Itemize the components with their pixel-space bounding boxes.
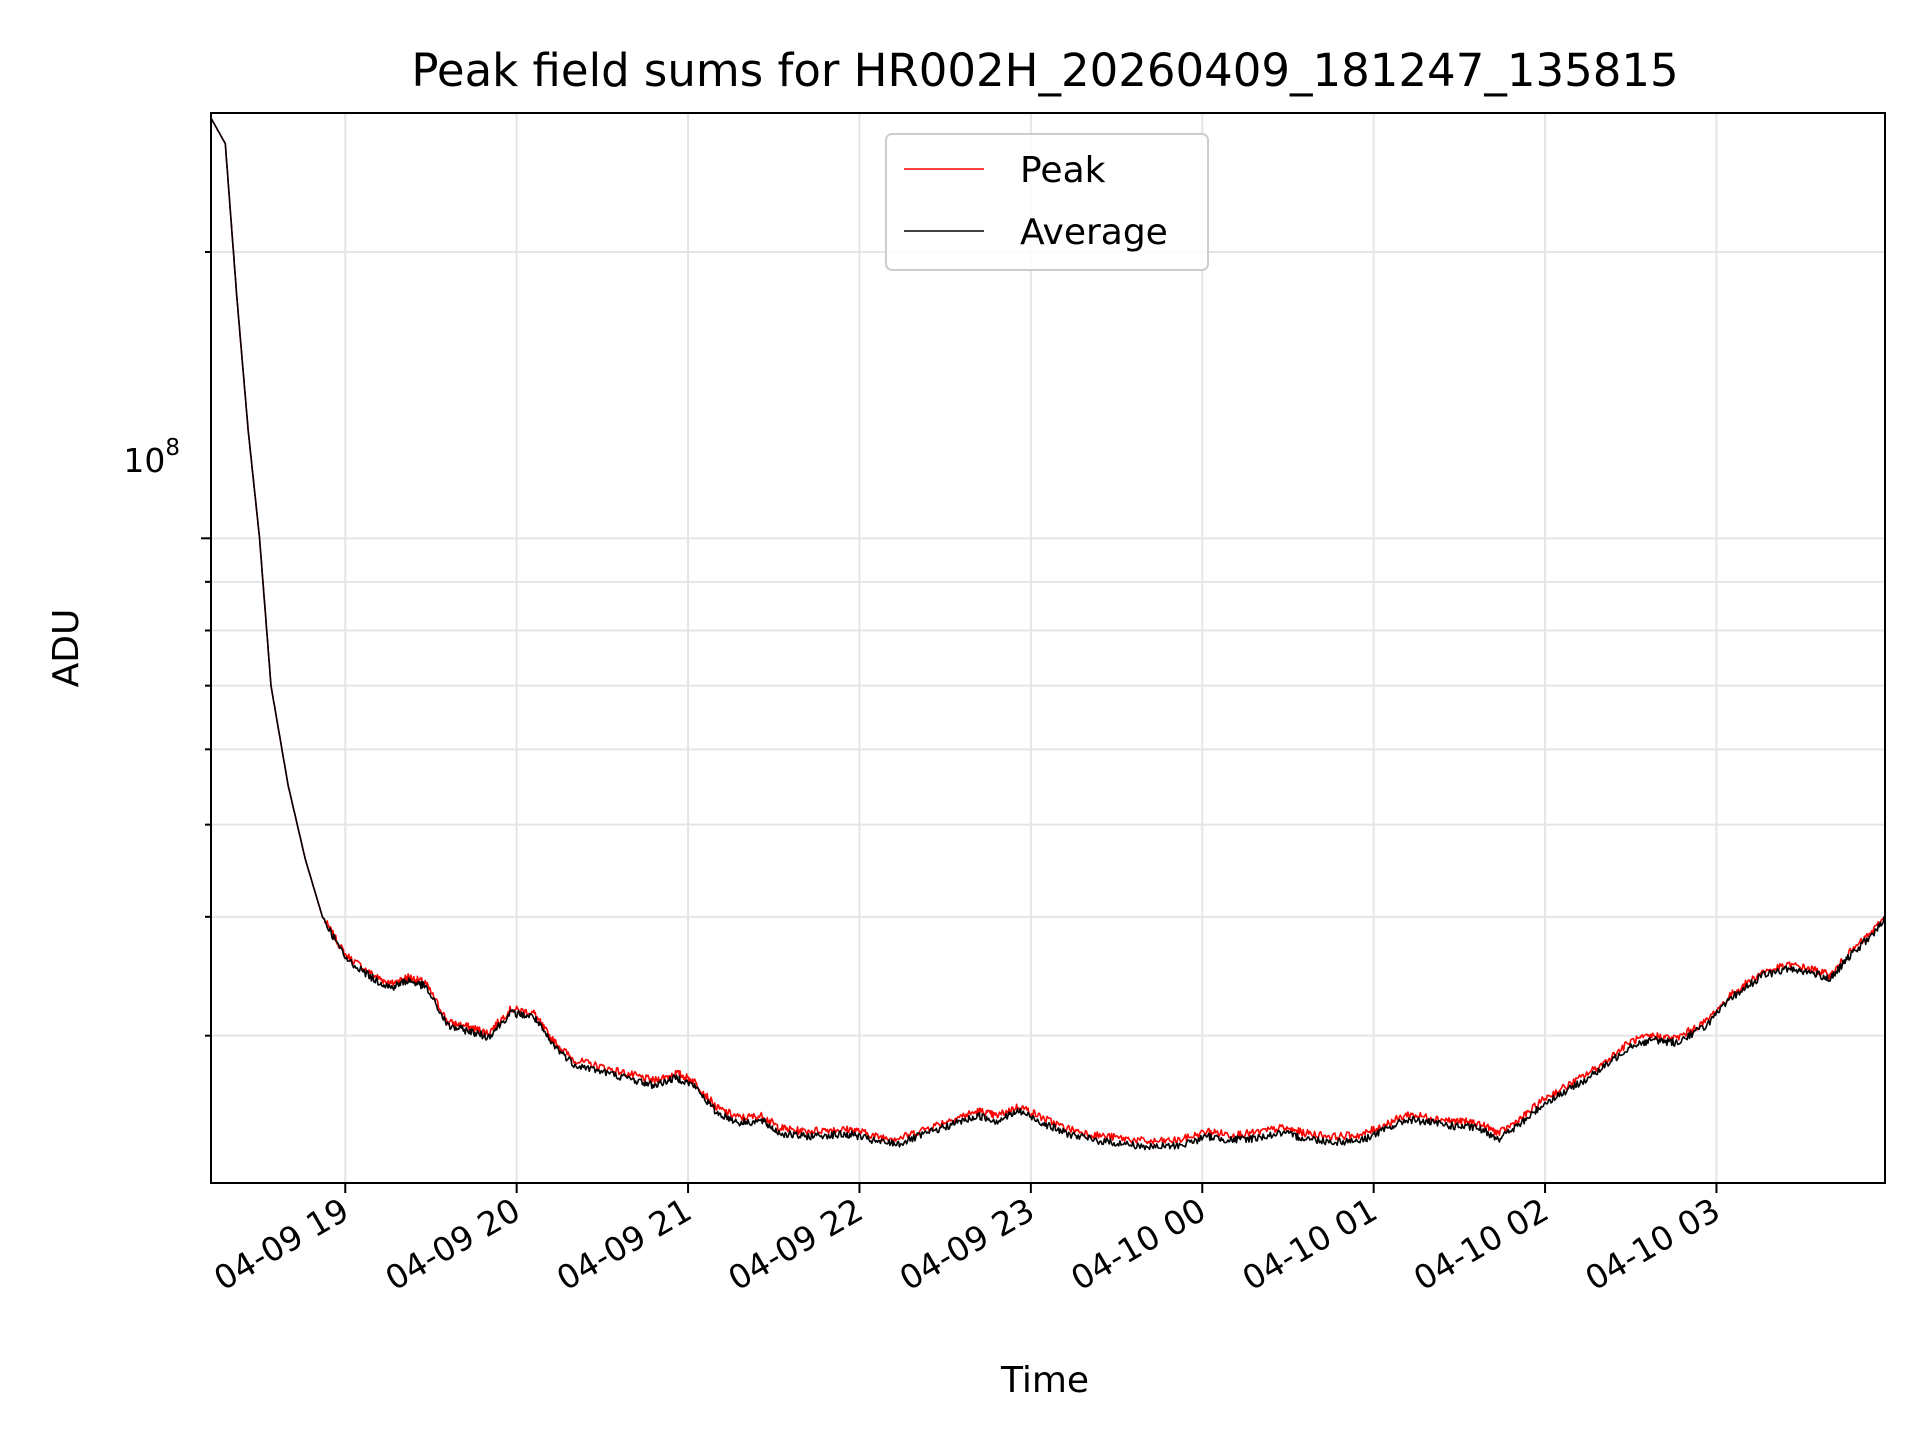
y-axis-label: ADU xyxy=(46,609,87,688)
legend: Peak Average xyxy=(885,133,1209,271)
grid xyxy=(211,113,1885,1183)
legend-label-average: Average xyxy=(1020,212,1168,253)
y-axis: 108 xyxy=(123,250,211,1037)
series-line-average xyxy=(211,116,1885,1151)
y-tick-label-1e8: 108 xyxy=(123,435,180,480)
series-group xyxy=(211,116,1885,1151)
y-tick-base: 10 xyxy=(123,441,165,480)
chart-title: Peak field sums for HR002H_20260409_1812… xyxy=(411,44,1678,97)
y-tick-exponent: 8 xyxy=(165,435,180,461)
legend-box xyxy=(885,133,1209,271)
x-axis-label: Time xyxy=(1000,1360,1089,1401)
legend-label-peak: Peak xyxy=(1020,150,1106,191)
plot-frame xyxy=(210,112,1886,1184)
